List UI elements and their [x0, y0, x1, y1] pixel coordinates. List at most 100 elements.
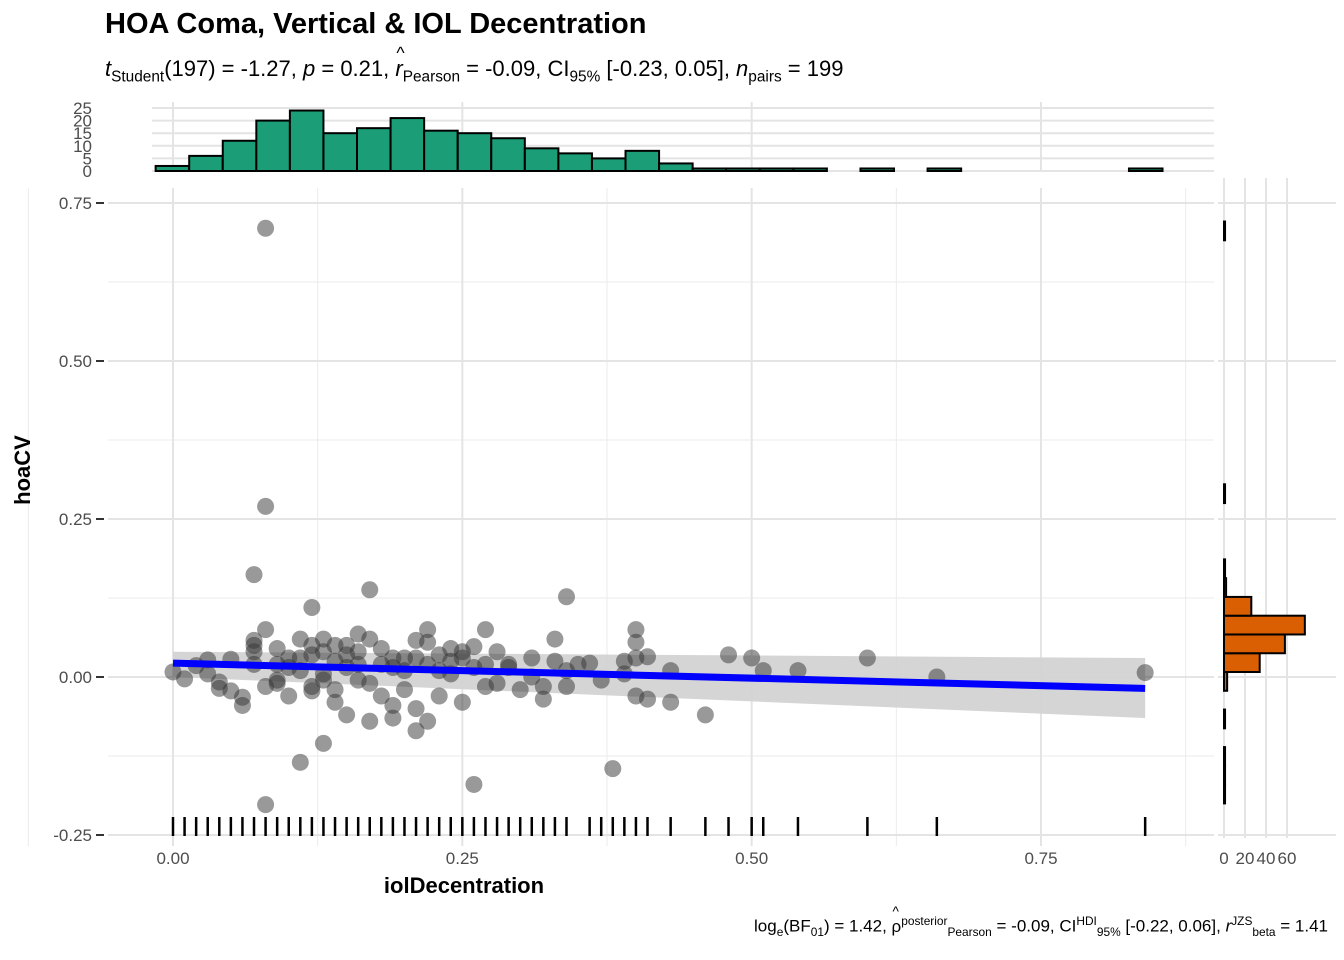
x-hist-bar: [758, 167, 795, 172]
data-point: [627, 621, 645, 639]
y-tick-label: 0.25: [59, 510, 92, 529]
x-tick-label: 0.75: [1024, 849, 1057, 868]
data-point: [372, 687, 390, 705]
y-hist-count-label: 0: [1219, 849, 1228, 868]
data-point: [627, 633, 645, 651]
data-point: [523, 649, 541, 667]
y-tick-label: -0.25: [53, 826, 92, 845]
regression-line-segment: [172, 659, 1146, 692]
data-point: [233, 688, 251, 706]
chart-title: HOA Coma, Vertical & IOL Decentration: [105, 8, 647, 40]
y-tick-label: 0.50: [59, 352, 92, 371]
x-hist-bar: [624, 149, 661, 172]
data-point: [338, 706, 356, 724]
x-hist-bar: [221, 139, 258, 172]
chart-caption: loge(BF01) = 1.42, ρposteriorPearson = -…: [754, 904, 1328, 939]
y-axis-title: hoaCV: [10, 435, 35, 505]
data-point: [314, 671, 332, 689]
data-point: [407, 722, 425, 740]
data-point: [453, 649, 471, 667]
y-hist-bar: [1223, 558, 1227, 580]
y-hist-bar: [1223, 577, 1228, 598]
data-point: [326, 681, 344, 699]
y-hist-bar: [1223, 633, 1286, 655]
data-point: [858, 649, 876, 667]
data-point: [720, 646, 738, 664]
data-point: [407, 700, 425, 718]
y-hist-count-label: 40: [1257, 849, 1276, 868]
y-hist-bar: [1223, 708, 1227, 730]
data-point: [257, 621, 275, 639]
x-hist-bar: [154, 164, 191, 173]
x-rug: [171, 817, 1147, 836]
y-hist-count-label: 20: [1236, 849, 1255, 868]
data-point: [361, 581, 379, 599]
scatter-points: [164, 219, 1154, 814]
x-hist-bar: [792, 167, 828, 172]
x-hist-bar: [490, 137, 526, 173]
data-point: [696, 706, 714, 724]
y-hist-bar: [1223, 595, 1253, 617]
x-hist-bar: [1127, 167, 1164, 172]
data-point: [349, 643, 367, 661]
x-tick-label: 0.50: [735, 849, 768, 868]
x-hist-bar: [590, 157, 627, 172]
x-hist-count-label: 10: [73, 137, 92, 156]
data-point: [291, 753, 309, 771]
x-hist-bar: [658, 162, 694, 173]
x-hist-bar: [188, 154, 224, 173]
y-marginal-histogram: 0 20 40 60: [1218, 178, 1336, 868]
data-point: [546, 652, 564, 670]
data-point: [534, 690, 552, 708]
data-point: [314, 734, 332, 752]
x-hist-bar: [557, 152, 593, 172]
x-hist-bar: [859, 167, 896, 172]
x-hist-bar: [322, 132, 359, 172]
data-point: [361, 630, 379, 648]
data-point: [639, 690, 657, 708]
data-point: [268, 640, 286, 658]
y-hist-count-label: 60: [1278, 849, 1297, 868]
data-point: [257, 219, 275, 237]
y-hist-bar: [1223, 783, 1227, 805]
data-point: [488, 643, 506, 661]
x-hist-bar: [423, 129, 459, 172]
data-point: [419, 621, 437, 639]
data-point: [395, 681, 413, 699]
data-point: [384, 696, 402, 714]
y-hist-bar: [1223, 652, 1261, 674]
grid: [27, 188, 1214, 846]
y-hist-bar: [1223, 746, 1227, 767]
data-point: [453, 693, 471, 711]
data-point: [604, 760, 622, 778]
data-point: [662, 693, 680, 711]
data-point: [257, 796, 275, 814]
data-point: [465, 775, 483, 793]
x-tick-label: 0.25: [446, 849, 479, 868]
y-hist-bar: [1223, 614, 1306, 636]
regression-line: [172, 659, 1146, 692]
x-hist-bar: [288, 109, 325, 172]
x-axis-title: iolDecentration: [384, 873, 544, 898]
data-point: [245, 636, 263, 654]
data-point: [430, 687, 448, 705]
data-point: [534, 677, 552, 695]
x-hist-bar: [725, 167, 761, 172]
data-point: [465, 638, 483, 656]
data-point: [326, 693, 344, 711]
data-point: [361, 712, 379, 730]
x-hist-bar: [926, 167, 963, 172]
data-point: [280, 687, 298, 705]
x-hist-count-label: 25: [73, 99, 92, 118]
data-point: [488, 674, 506, 692]
data-point: [546, 630, 564, 648]
y-hist-bar: [1223, 764, 1227, 786]
x-hist-count-label: 20: [73, 112, 92, 131]
data-point: [789, 662, 807, 680]
x-hist-count-label: 5: [83, 149, 92, 168]
data-point: [557, 588, 575, 606]
data-point: [176, 670, 194, 688]
x-hist-bar: [523, 147, 560, 173]
data-point: [372, 640, 390, 658]
